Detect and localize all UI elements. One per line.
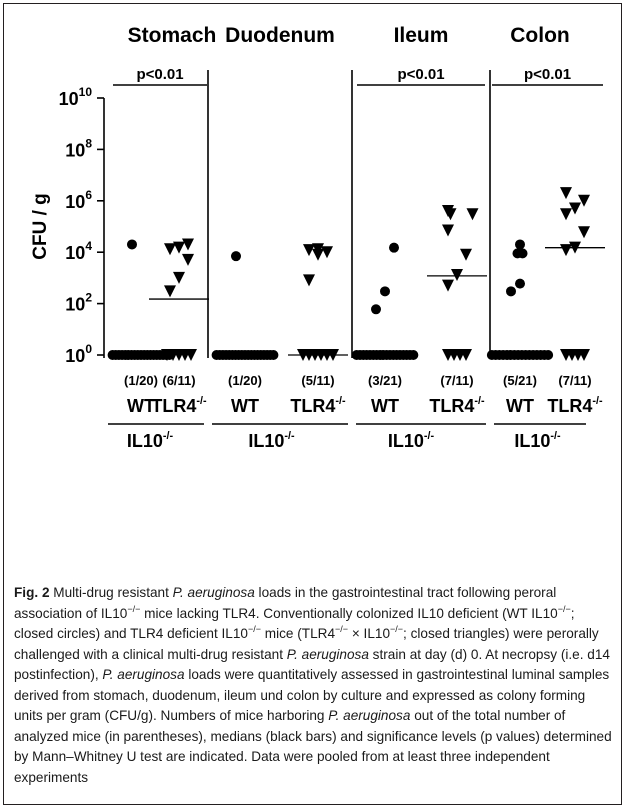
group-label: WT — [127, 396, 155, 416]
data-point-triangle — [312, 243, 324, 256]
data-point-triangle — [560, 208, 572, 221]
caption-text-segment: −/− — [390, 624, 404, 634]
group-ratio-label: (3/21) — [368, 373, 402, 388]
genotype-label: IL10-/- — [388, 430, 435, 451]
data-point-circle — [515, 278, 525, 289]
p-value-label: p<0.01 — [136, 66, 183, 83]
data-point-triangle — [442, 205, 454, 218]
data-point-triangle — [182, 253, 194, 266]
data-point-circle — [380, 286, 390, 297]
caption-text-segment: ; closed circles) and TLR4 deficient IL1… — [14, 605, 575, 642]
data-point-triangle — [578, 226, 590, 239]
y-tick-label: 104 — [65, 239, 92, 263]
y-axis-label: CFU / g — [30, 193, 51, 260]
data-point-triangle — [560, 244, 572, 257]
data-point-triangle — [460, 349, 472, 361]
caption-text-segment: out of the total number of analyzed mice… — [14, 708, 612, 785]
group-label: TLR4-/- — [290, 395, 346, 416]
genotype-label: IL10-/- — [248, 430, 295, 451]
p-value-label: p<0.01 — [524, 66, 571, 83]
data-point-triangle — [578, 194, 590, 207]
group-ratio-label: (5/21) — [503, 373, 537, 388]
data-point-triangle — [185, 349, 197, 361]
data-point-triangle — [164, 243, 176, 256]
group-label: WT — [506, 396, 534, 416]
caption-text-segment: P. aeruginosa — [286, 646, 369, 662]
caption-text-segment: −/− — [248, 624, 262, 634]
data-point-triangle — [451, 268, 463, 281]
y-tick-label: 108 — [65, 136, 92, 160]
p-value-label: p<0.01 — [397, 66, 444, 83]
data-point-circle — [389, 242, 399, 253]
group-ratio-label: (7/11) — [440, 373, 473, 388]
data-point-circle — [231, 251, 241, 262]
y-tick-label: 100 — [65, 342, 92, 366]
y-tick-label: 102 — [65, 291, 92, 315]
panel-title: Ileum — [394, 24, 449, 47]
data-point-triangle — [442, 224, 454, 237]
figure-frame — [3, 3, 622, 805]
data-point-triangle — [578, 349, 590, 361]
caption-text-segment: P. aeruginosa — [102, 667, 185, 682]
data-point-triangle — [321, 246, 333, 259]
group-label: WT — [371, 396, 399, 416]
data-point-triangle — [460, 248, 472, 261]
group-label: WT — [231, 396, 259, 416]
data-point-triangle — [173, 271, 185, 284]
caption-text-segment: −/− — [335, 624, 349, 634]
data-point-circle — [371, 304, 381, 315]
caption-text-segment: mice (TLR4 — [261, 626, 336, 641]
caption-text-segment: strain at day (d) 0. At necropsy (i.e. d… — [14, 646, 610, 683]
caption-text-segment: loads were quantitatively assessed in ga… — [14, 667, 610, 723]
caption-text-segment: loads in the gastrointestinal tract foll… — [14, 585, 557, 621]
data-point-circle — [512, 248, 523, 259]
panel-title: Duodenum — [225, 24, 335, 47]
data-point-triangle — [442, 279, 454, 292]
group-ratio-label: (1/20) — [124, 373, 158, 388]
caption-text-segment: −/− — [557, 603, 571, 614]
y-tick-label: 106 — [65, 188, 92, 212]
group-ratio-label: (5/11) — [301, 373, 334, 388]
caption-text-segment: Multi-drug resistant — [49, 585, 173, 600]
caption-text-segment: −/− — [127, 603, 141, 614]
data-point-triangle — [560, 187, 572, 200]
caption-text-segment: ; closed triangles) were perorally chall… — [14, 626, 599, 662]
y-tick-label: 1010 — [59, 85, 93, 109]
data-point-triangle — [466, 208, 479, 221]
data-point-circle — [515, 239, 525, 250]
data-point-triangle — [182, 238, 194, 251]
data-point-circle — [127, 239, 137, 250]
group-label: TLR4-/- — [429, 395, 485, 416]
group-label: TLR4-/- — [547, 395, 603, 416]
genotype-label: IL10-/- — [514, 430, 561, 451]
panel-title: Colon — [510, 24, 569, 47]
data-point-triangle — [164, 285, 176, 298]
caption-text-segment: × IL10 — [348, 626, 391, 641]
panel-title: Stomach — [128, 24, 217, 47]
data-point-triangle — [303, 244, 315, 257]
figure-caption: Fig. 2 Multi-drug resistant P. aeruginos… — [14, 583, 614, 788]
caption-text-segment: P. aeruginosa — [172, 585, 255, 600]
group-ratio-label: (1/20) — [228, 373, 262, 388]
caption-text-segment: mice lacking TLR4. Conventionally coloni… — [140, 605, 558, 621]
data-point-triangle — [173, 241, 185, 254]
genotype-label: IL10-/- — [127, 430, 174, 451]
data-point-triangle — [569, 202, 581, 215]
group-ratio-label: (6/11) — [162, 373, 195, 388]
group-label: TLR4-/- — [151, 395, 207, 416]
chart-plot: 1010 108 106 104 102 100 CFU / g Stomach p<0.01 (… — [30, 24, 605, 451]
data-point-triangle — [303, 274, 315, 287]
group-ratio-label: (7/11) — [558, 373, 591, 388]
caption-figure-label: Fig. 2 — [14, 585, 50, 600]
data-point-circle — [506, 286, 516, 297]
caption-text-segment: P. aeruginosa — [328, 708, 411, 723]
